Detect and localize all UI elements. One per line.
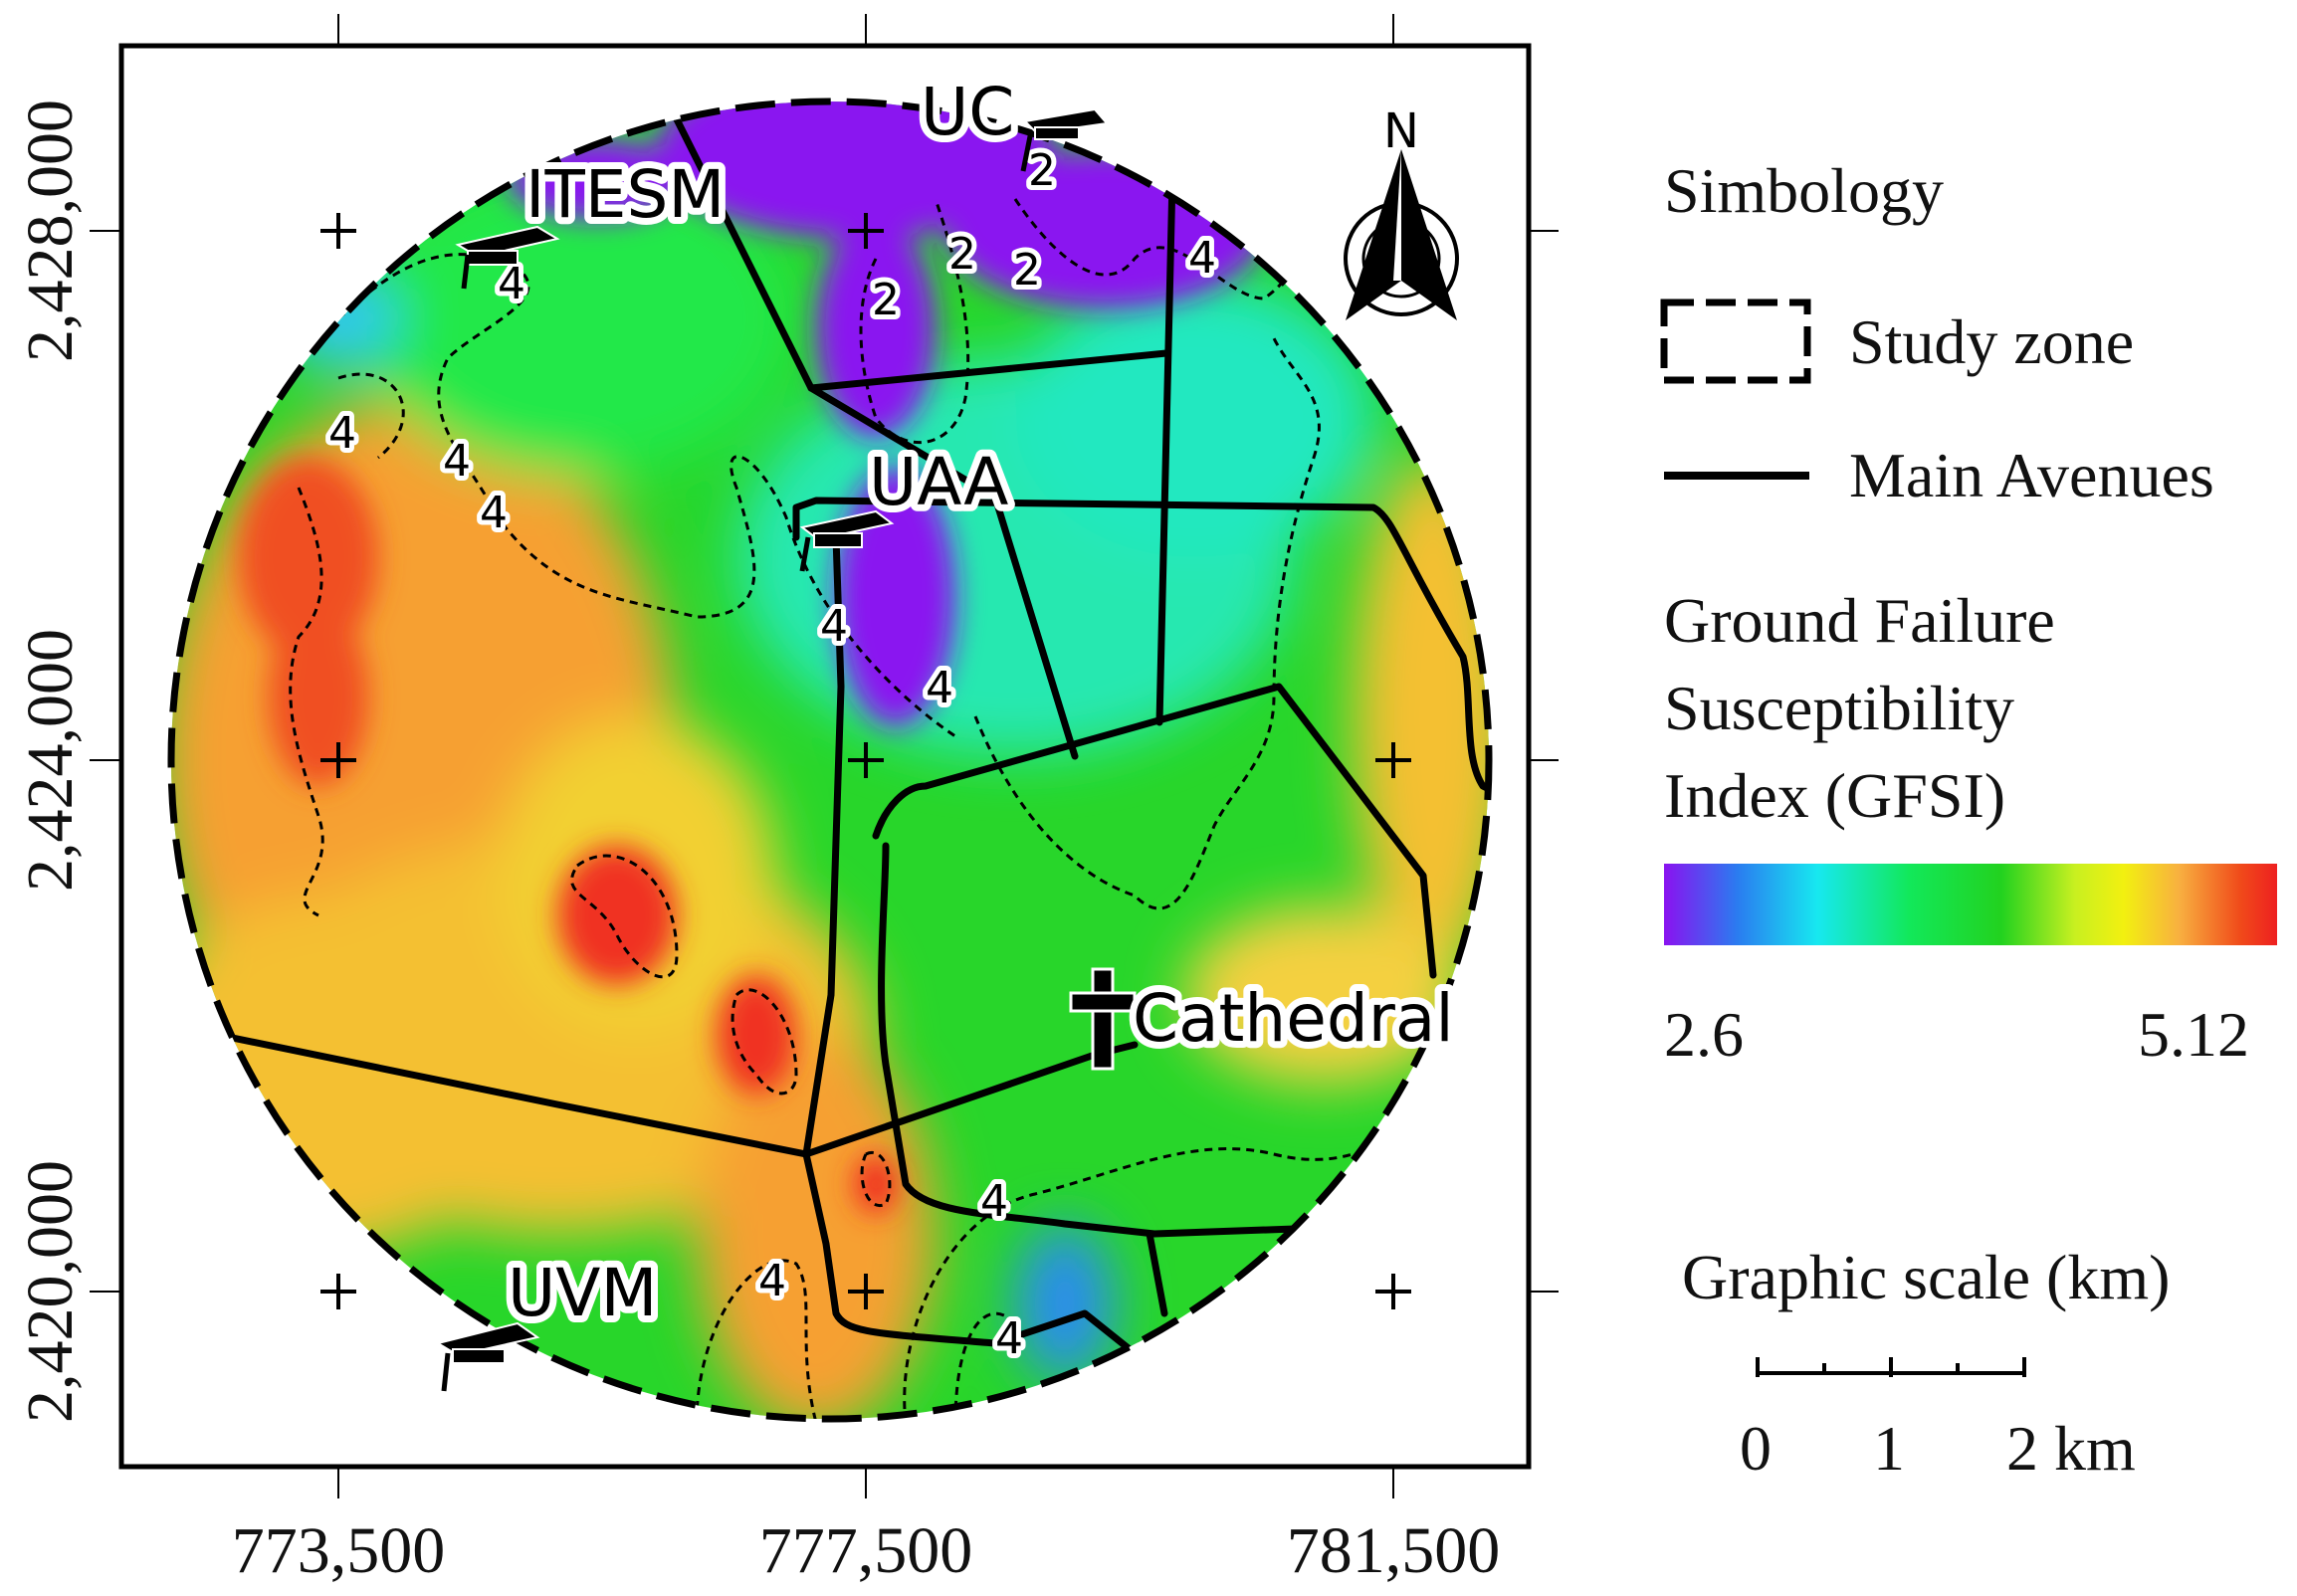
contour-labels: 2 2 2 2 4 4 4 4 4 4 4 4 4 4 xyxy=(323,140,1221,1369)
contour-label: 2 xyxy=(1028,145,1056,196)
study-zone-boundary xyxy=(167,98,1493,1423)
legend-study-zone-symbol xyxy=(1660,299,1811,384)
cathedral-cross-icon xyxy=(1069,967,1137,1071)
north-arrow-icon: N xyxy=(1344,100,1459,320)
place-label-cathedral: Cathedral xyxy=(1133,980,1454,1057)
contour-label: 4 xyxy=(926,663,953,713)
graduation-cap-icon xyxy=(1020,107,1109,172)
contour-label: 4 xyxy=(328,408,356,459)
legend-gfsi-min: 2.6 xyxy=(1664,999,1744,1070)
graduation-cap-icon xyxy=(455,225,560,290)
north-label: N xyxy=(1383,103,1419,159)
contour-label: 2 xyxy=(948,229,976,280)
y-tick-label: 2,428,000 xyxy=(14,100,87,362)
scale-label: 2 km xyxy=(2006,1413,2136,1484)
gfsi-surface xyxy=(171,101,1489,1419)
contour-label: 4 xyxy=(758,1256,786,1306)
contour-label: 2 xyxy=(872,275,900,325)
y-tick-label: 2,420,000 xyxy=(14,1160,87,1423)
scale-label: 0 xyxy=(1740,1413,1772,1484)
place-label-uc: UC xyxy=(921,74,1014,150)
y-tick-label: 2,424,000 xyxy=(14,629,87,892)
legend-study-zone-label: Study zone xyxy=(1849,306,2135,377)
grid-crosses xyxy=(320,213,1411,1309)
contour-label: 2 xyxy=(1013,245,1041,296)
contour-label: 4 xyxy=(1188,233,1216,284)
legend-gfsi-title-line3: Index (GFSI) xyxy=(1664,760,2006,831)
legend-gfsi-title-line1: Ground Failure xyxy=(1664,585,2055,656)
contour-label: 4 xyxy=(820,601,848,652)
scale-bar xyxy=(1756,1357,2026,1377)
scale-label: 1 xyxy=(1873,1413,1905,1484)
contour-label: 4 xyxy=(443,436,471,487)
contour-label: 4 xyxy=(498,259,525,309)
place-label-uvm: UVM xyxy=(508,1255,657,1331)
frame-ticks xyxy=(90,14,1559,1498)
graduation-cap-icon xyxy=(435,1321,540,1392)
place-label-itesm: ITESM xyxy=(525,156,725,233)
contour-label: 4 xyxy=(480,488,508,538)
legend-gfsi-max: 5.12 xyxy=(2138,999,2249,1070)
x-tick-label: 777,500 xyxy=(759,1514,973,1587)
legend-main-avenues-label: Main Avenues xyxy=(1849,440,2214,510)
contour-label: 4 xyxy=(995,1313,1023,1364)
gfsi-color-ramp xyxy=(1664,864,2277,945)
place-label-uaa: UAA xyxy=(869,444,1008,520)
legend-title: Simbology xyxy=(1664,155,1944,226)
legend-gfsi-title-line2: Susceptibility xyxy=(1664,673,2014,743)
contour-label: 4 xyxy=(980,1176,1008,1227)
gfsi-contours xyxy=(289,198,1444,1419)
x-tick-label: 781,500 xyxy=(1287,1514,1501,1587)
x-tick-label: 773,500 xyxy=(232,1514,446,1587)
graduation-cap-icon xyxy=(799,509,895,572)
scale-title: Graphic scale (km) xyxy=(1682,1242,2171,1312)
